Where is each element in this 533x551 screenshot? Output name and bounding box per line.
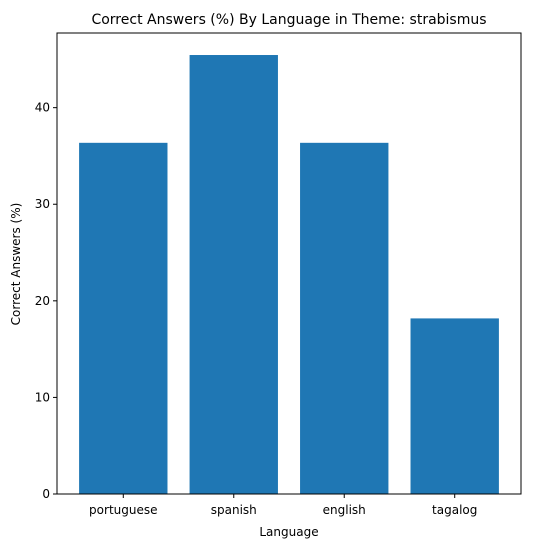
bar-tagalog — [410, 318, 499, 494]
y-tick-label-10: 10 — [35, 390, 50, 404]
y-axis-label: Correct Answers (%) — [9, 203, 23, 326]
plot-frame — [56, 32, 522, 495]
bars-group — [79, 55, 499, 495]
y-axis: 0 10 20 30 40 — [35, 101, 57, 501]
chart-title: Correct Answers (%) By Language in Theme… — [91, 12, 486, 28]
x-tick-label-english: english — [323, 503, 366, 517]
bar-english — [300, 142, 389, 494]
bar-portuguese — [79, 142, 168, 494]
x-tick-label-portuguese: portuguese — [89, 503, 157, 517]
bar-spanish — [189, 55, 278, 495]
y-tick-label-30: 30 — [35, 197, 50, 211]
x-axis: portuguese spanish english tagalog — [89, 494, 477, 517]
x-tick-label-spanish: spanish — [211, 503, 257, 517]
x-tick-label-tagalog: tagalog — [432, 503, 477, 517]
x-axis-label: Language — [259, 525, 318, 539]
y-tick-label-0: 0 — [42, 487, 50, 501]
y-tick-label-40: 40 — [35, 101, 50, 115]
y-tick-label-20: 20 — [35, 294, 50, 308]
